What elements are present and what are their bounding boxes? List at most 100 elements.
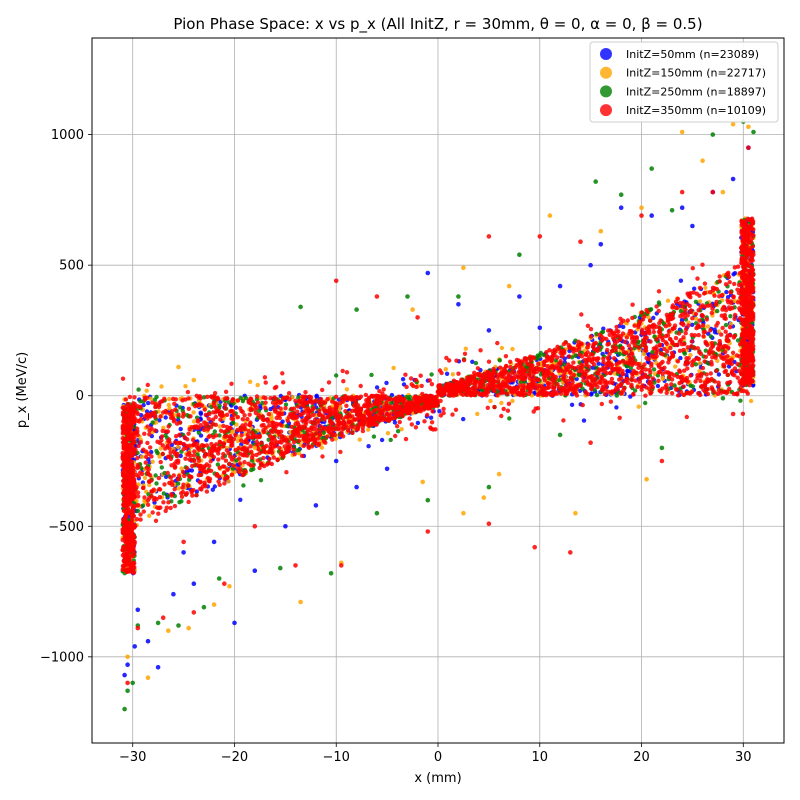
scatter-point <box>584 375 589 380</box>
scatter-point <box>646 324 652 329</box>
scatter-point <box>381 387 386 392</box>
scatter-point <box>497 358 502 363</box>
scatter-point <box>602 392 608 397</box>
scatter-point <box>681 347 686 353</box>
scatter-point <box>227 461 232 467</box>
scatter-point <box>429 394 435 399</box>
scatter-point <box>267 456 272 462</box>
scatter-point <box>408 376 414 381</box>
scatter-point <box>256 413 261 418</box>
scatter-point <box>214 473 219 478</box>
scatter-point <box>608 399 614 404</box>
scatter-point <box>732 316 737 321</box>
scatter-point <box>430 409 435 414</box>
scatter-point <box>555 382 560 387</box>
scatter-point <box>598 380 603 385</box>
scatter-point <box>712 293 717 298</box>
scatter-point <box>269 448 274 453</box>
scatter-point <box>502 381 507 386</box>
scatter-point <box>260 400 265 406</box>
scatter-point <box>723 322 729 328</box>
scatter-point <box>138 399 143 404</box>
scatter-point <box>472 392 477 397</box>
scatter-point <box>384 406 390 412</box>
scatter-point <box>217 424 222 429</box>
scatter-point <box>748 398 754 404</box>
scatter-point <box>283 402 289 407</box>
scatter-point <box>413 425 419 430</box>
scatter-point <box>628 394 633 399</box>
scatter-point <box>721 345 726 350</box>
scatter-point <box>293 398 298 403</box>
scatter-point <box>136 494 141 499</box>
scatter-point <box>321 426 326 431</box>
scatter-point <box>563 365 569 370</box>
scatter-point <box>508 359 513 364</box>
scatter-bulk <box>120 216 756 576</box>
scatter-point <box>712 379 717 384</box>
scatter-point <box>403 372 408 377</box>
scatter-point <box>717 294 722 299</box>
scatter-point <box>560 354 565 359</box>
scatter-point <box>233 405 239 410</box>
scatter-point <box>261 422 266 428</box>
scatter-point <box>169 409 175 414</box>
scatter-point <box>694 291 699 296</box>
scatter-point <box>235 438 240 443</box>
scatter-point <box>735 287 740 292</box>
scatter-point <box>667 356 673 361</box>
scatter-point <box>495 340 500 346</box>
scatter-point <box>435 401 440 406</box>
scatter-point <box>529 363 534 369</box>
scatter-point <box>154 481 159 486</box>
scatter-point <box>404 384 409 390</box>
scatter-point <box>155 450 160 456</box>
scatter-point <box>322 400 328 405</box>
scatter-point <box>183 456 188 461</box>
scatter-point <box>633 378 638 383</box>
scatter-point <box>171 449 176 454</box>
scatter-point <box>681 384 686 389</box>
scatter-point <box>469 390 474 396</box>
scatter-point <box>181 482 186 487</box>
scatter-point <box>153 518 159 523</box>
scatter-point <box>499 413 504 419</box>
scatter-point <box>488 398 493 404</box>
scatter-point <box>403 436 409 442</box>
scatter-point <box>246 435 251 440</box>
scatter-point <box>692 286 697 291</box>
scatter-point <box>715 346 721 351</box>
scatter-point <box>456 386 461 391</box>
scatter-point <box>727 360 732 366</box>
scatter-point <box>463 346 468 351</box>
scatter-point <box>678 278 684 283</box>
scatter-point <box>669 382 674 387</box>
scatter-point <box>689 339 694 344</box>
scatter-point <box>591 362 597 367</box>
scatter-point <box>528 389 533 394</box>
scatter-point <box>299 453 305 459</box>
scatter-point <box>694 325 699 331</box>
scatter-point <box>224 412 230 417</box>
scatter-point <box>231 420 236 426</box>
scatter-point <box>451 383 456 388</box>
scatter-point <box>222 481 227 486</box>
scatter-point <box>614 405 619 410</box>
scatter-point <box>425 412 430 418</box>
scatter-point <box>205 394 210 399</box>
scatter-point <box>669 350 675 356</box>
scatter-point <box>411 383 416 389</box>
scatter-point <box>147 513 152 518</box>
scatter-point <box>700 262 705 267</box>
scatter-point <box>450 412 455 417</box>
scatter-point <box>542 378 547 383</box>
scatter-point <box>690 322 695 327</box>
scatter-point <box>437 409 442 414</box>
scatter-point <box>159 384 164 389</box>
scatter-point <box>162 396 167 401</box>
scatter-point <box>322 409 327 414</box>
scatter-point <box>351 424 356 429</box>
scatter-point <box>735 375 740 380</box>
scatter-point <box>630 351 635 357</box>
scatter-point <box>223 402 228 407</box>
